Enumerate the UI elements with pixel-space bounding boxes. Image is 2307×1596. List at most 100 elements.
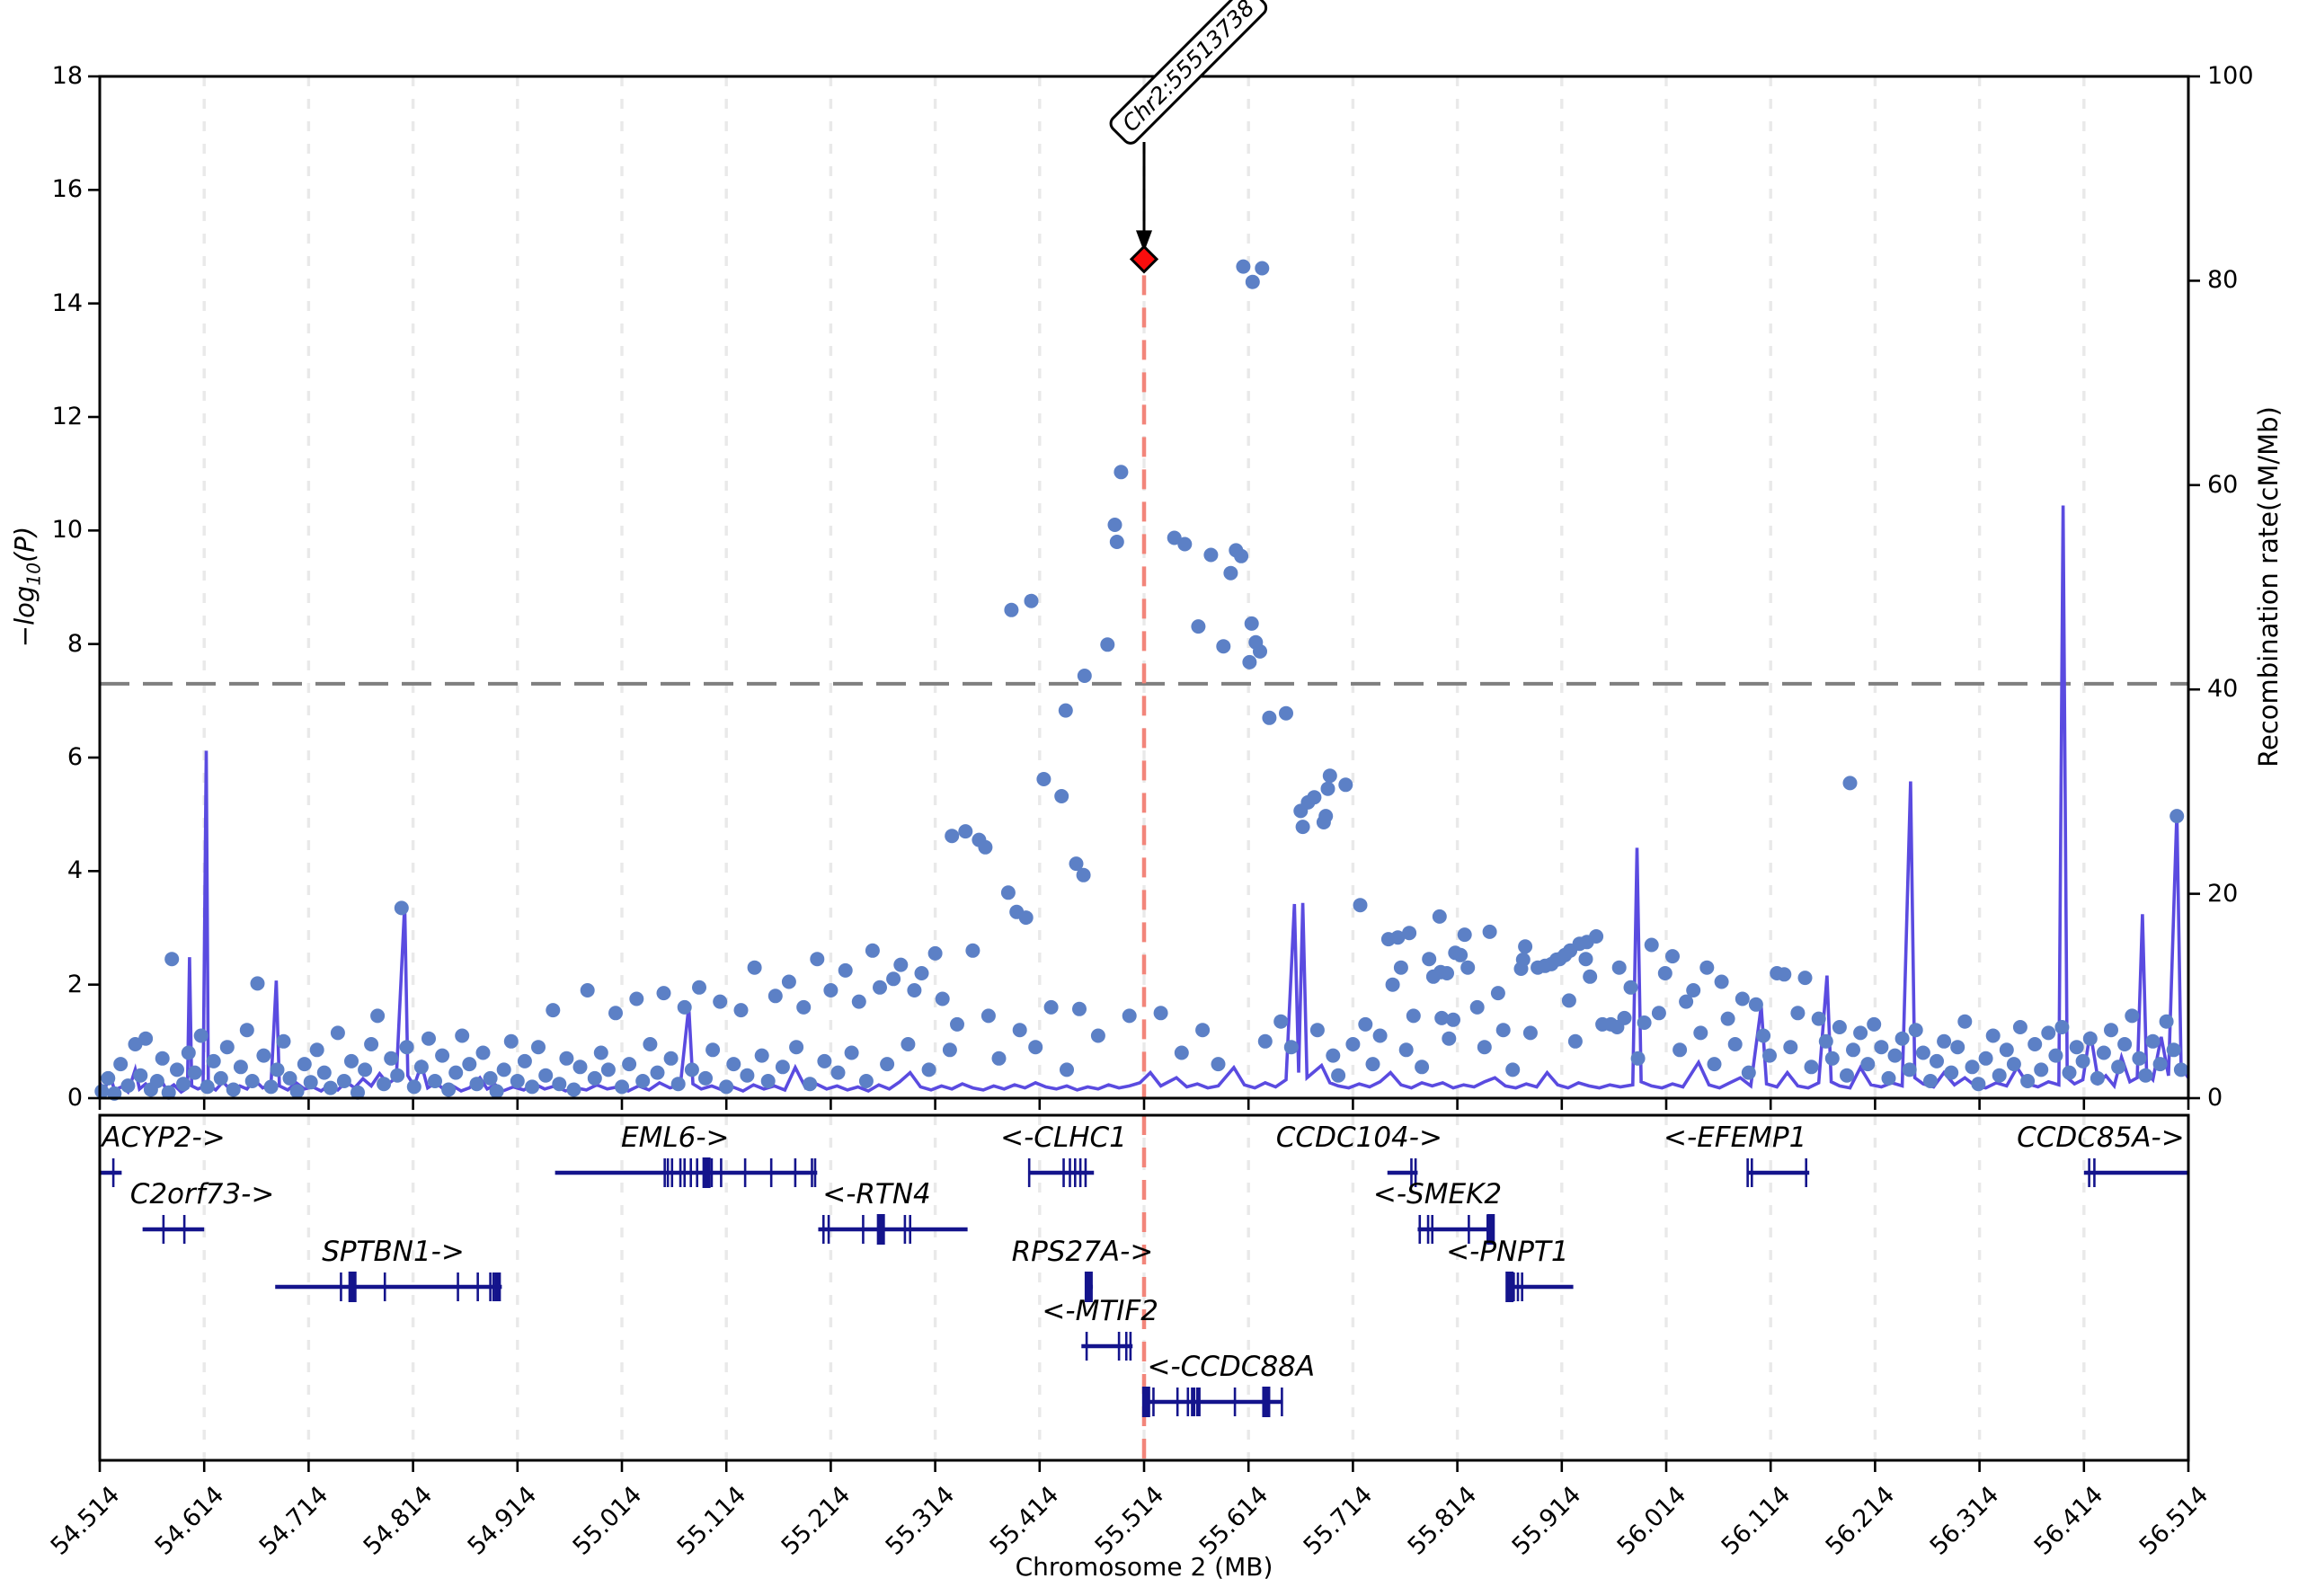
snp-point bbox=[2125, 1008, 2140, 1024]
snp-point bbox=[149, 1074, 164, 1088]
y-right-tick-label: 0 bbox=[2207, 1084, 2223, 1112]
y-left-tick-label: 12 bbox=[51, 403, 83, 430]
snp-point bbox=[663, 1051, 679, 1066]
snp-point bbox=[181, 1045, 196, 1060]
snp-point bbox=[1253, 643, 1267, 659]
snp-point bbox=[330, 1025, 345, 1041]
snp-point bbox=[1393, 960, 1408, 975]
recombination-rate-line bbox=[98, 505, 2190, 1095]
snp-point bbox=[441, 1082, 457, 1097]
snp-point bbox=[1457, 927, 1472, 943]
snp-point bbox=[1043, 999, 1059, 1015]
snp-point bbox=[1402, 926, 1417, 941]
annotation-arrow-head bbox=[1136, 230, 1152, 253]
snp-point bbox=[1930, 1053, 1944, 1068]
snp-point bbox=[1018, 910, 1034, 926]
snp-point bbox=[559, 1051, 574, 1066]
snp-point bbox=[1756, 1028, 1771, 1043]
snp-point bbox=[1505, 1062, 1521, 1077]
snp-point bbox=[1100, 637, 1115, 652]
snp-point bbox=[1195, 1023, 1211, 1038]
snp-point bbox=[1518, 939, 1533, 954]
snp-point bbox=[608, 1006, 623, 1021]
gene-name-label: CCDC104-> bbox=[1275, 1122, 1442, 1154]
snp-point bbox=[1358, 1016, 1373, 1032]
snp-point bbox=[1867, 1016, 1882, 1032]
gene-model bbox=[1505, 1272, 1574, 1302]
snp-point bbox=[358, 1062, 373, 1077]
snp-point bbox=[226, 1082, 241, 1097]
snp-point bbox=[120, 1078, 136, 1094]
snp-point bbox=[1999, 1042, 2014, 1058]
snp-point bbox=[1453, 947, 1468, 962]
snp-point bbox=[1679, 994, 1694, 1009]
snp-point bbox=[161, 1085, 176, 1100]
gene-model bbox=[1417, 1214, 1495, 1245]
snp-point bbox=[1109, 535, 1124, 549]
snp-point bbox=[1651, 1006, 1666, 1021]
snp-point bbox=[1422, 952, 1437, 967]
snp-point bbox=[1522, 1025, 1538, 1041]
snp-point bbox=[1060, 1062, 1074, 1077]
snp-point bbox=[1322, 768, 1337, 784]
y-left-tick-label: 14 bbox=[51, 288, 83, 317]
gene-model bbox=[1084, 1272, 1094, 1302]
snp-point bbox=[1887, 1048, 1903, 1063]
snp-point bbox=[760, 1074, 776, 1088]
snp-point bbox=[1818, 1033, 1833, 1049]
snp-point bbox=[958, 824, 973, 839]
snp-point bbox=[566, 1082, 581, 1097]
snp-point bbox=[1832, 1020, 1847, 1034]
snp-point bbox=[1617, 1010, 1632, 1025]
snp-point bbox=[1309, 1023, 1325, 1038]
snp-point bbox=[297, 1057, 312, 1072]
y-right-tick-label: 60 bbox=[2207, 470, 2239, 499]
y-right-tick-label: 100 bbox=[2207, 62, 2254, 90]
snp-point bbox=[1440, 966, 1454, 980]
y-left-tick-label: 2 bbox=[67, 970, 83, 998]
snp-point bbox=[1353, 898, 1368, 913]
snp-point bbox=[1107, 518, 1122, 532]
snp-point bbox=[1257, 1033, 1273, 1049]
snp-point bbox=[309, 1042, 324, 1058]
snp-point bbox=[462, 1057, 477, 1072]
snp-point bbox=[1515, 952, 1531, 967]
gene-model bbox=[818, 1214, 968, 1245]
snp-point bbox=[2111, 1060, 2126, 1075]
snp-point bbox=[213, 1070, 228, 1086]
snp-point bbox=[1950, 1040, 1965, 1055]
snp-point bbox=[1234, 548, 1249, 563]
snp-point bbox=[1957, 1014, 1973, 1029]
snp-point bbox=[1076, 867, 1091, 882]
snp-point bbox=[1242, 654, 1257, 669]
snp-point bbox=[768, 989, 783, 1004]
snp-point bbox=[1853, 1025, 1868, 1041]
snp-point bbox=[1783, 1040, 1798, 1055]
snp-point bbox=[1881, 1070, 1896, 1086]
snp-point bbox=[1657, 966, 1673, 980]
snp-point bbox=[1244, 616, 1259, 631]
snp-point bbox=[1177, 536, 1193, 552]
snp-point bbox=[1797, 971, 1813, 986]
snp-point bbox=[1054, 789, 1069, 803]
snp-point bbox=[1122, 1008, 1137, 1024]
snp-point bbox=[684, 1062, 699, 1077]
snp-point bbox=[206, 1053, 221, 1068]
gene-name-label: <-RTN4 bbox=[822, 1178, 931, 1210]
y-left-tick-label: 0 bbox=[67, 1084, 83, 1112]
snp-point bbox=[1860, 1057, 1876, 1072]
snp-point bbox=[1279, 705, 1293, 721]
snp-point bbox=[406, 1079, 421, 1095]
gene-model bbox=[1027, 1158, 1095, 1187]
snp-point bbox=[1345, 1037, 1361, 1051]
snp-point bbox=[546, 1003, 561, 1018]
snp-point bbox=[2054, 1020, 2070, 1034]
snp-point bbox=[740, 1068, 755, 1083]
snp-point bbox=[1824, 1051, 1840, 1066]
snp-point bbox=[1894, 1031, 1910, 1046]
snp-point bbox=[475, 1045, 491, 1060]
gene-model bbox=[2083, 1158, 2188, 1187]
snp-point bbox=[781, 974, 796, 989]
snp-point bbox=[1318, 809, 1334, 824]
